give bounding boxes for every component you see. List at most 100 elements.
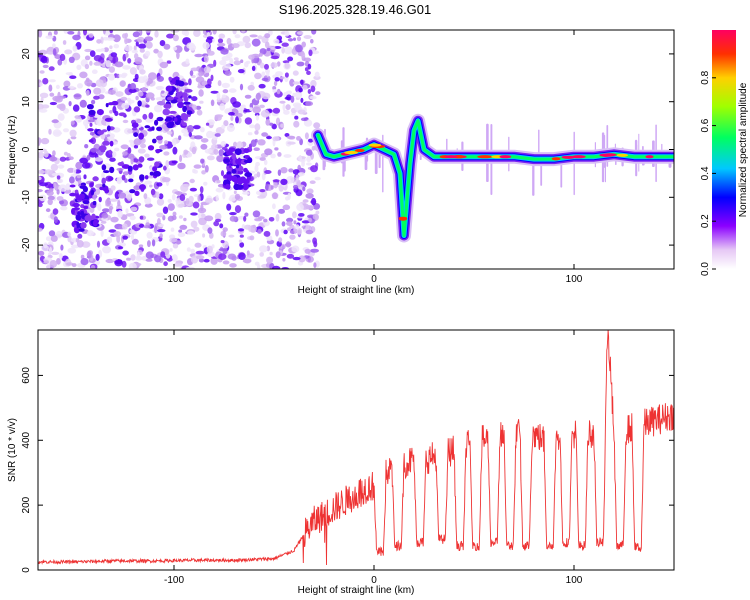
noise-blob (38, 250, 45, 256)
noise-blob (38, 202, 43, 208)
noise-cluster-blob (156, 116, 164, 122)
noise-blob (100, 229, 104, 237)
noise-blob (183, 183, 190, 187)
noise-blob (175, 240, 182, 245)
noise-blob (303, 35, 312, 39)
noise-blob (226, 124, 235, 132)
noise-blob (239, 83, 244, 91)
noise-blob (204, 148, 213, 154)
noise-blob (112, 34, 121, 43)
noise-blob (133, 185, 141, 191)
noise-blob (84, 79, 93, 87)
noise-cluster-blob (237, 184, 244, 190)
noise-blob (210, 74, 214, 82)
noise-blob (284, 30, 290, 37)
noise-blob (105, 120, 111, 127)
y-tick-label: 0 (21, 146, 32, 152)
noise-blob (134, 73, 139, 80)
noise-blob (62, 128, 70, 133)
noise-blob (274, 77, 280, 82)
noise-blob (157, 50, 163, 59)
noise-cluster-blob (225, 183, 231, 190)
noise-blob (250, 139, 257, 147)
noise-blob (244, 94, 252, 99)
noise-blob (108, 207, 113, 214)
noise-blob (139, 69, 146, 75)
noise-cluster-blob (230, 175, 238, 182)
noise-cluster-blob (92, 219, 98, 227)
noise-blob (38, 151, 45, 159)
noise-blob (229, 215, 237, 222)
noise-blob (57, 59, 63, 66)
noise-blob (48, 230, 56, 237)
noise-blob (172, 243, 179, 249)
noise-blob (293, 37, 296, 41)
noise-blob (83, 174, 87, 180)
noise-blob (198, 89, 204, 97)
noise-cluster-blob (105, 103, 109, 108)
noise-blob (303, 57, 311, 62)
noise-blob (292, 81, 301, 85)
y-tick-label: 0 (21, 567, 32, 573)
noise-blob (142, 113, 148, 120)
noise-blob (272, 107, 281, 114)
noise-blob (243, 215, 247, 222)
noise-blob (56, 258, 61, 265)
noise-blob (145, 251, 154, 259)
noise-blob (212, 30, 217, 35)
noise-blob (147, 175, 155, 179)
noise-blob (229, 76, 235, 83)
noise-blob (248, 224, 252, 232)
noise-blob (179, 154, 183, 162)
noise-blob (304, 132, 309, 140)
noise-cluster-blob (156, 126, 163, 132)
noise-blob (229, 263, 237, 268)
noise-blob (222, 248, 228, 255)
noise-blob (252, 106, 261, 114)
noise-blob (239, 234, 244, 238)
noise-blob (131, 49, 138, 54)
noise-cluster-blob (102, 140, 110, 146)
noise-cluster-blob (104, 117, 113, 122)
noise-blob (67, 167, 75, 173)
noise-blob (162, 206, 169, 214)
noise-blob (204, 165, 209, 173)
noise-cluster-blob (153, 170, 162, 177)
noise-blob (72, 34, 81, 41)
noise-blob (93, 61, 102, 66)
noise-blob (281, 42, 289, 47)
noise-cluster-blob (73, 207, 80, 211)
spectrogram-y-ticks: -20 -10 0 10 20 (21, 48, 674, 252)
noise-blob (84, 48, 92, 53)
spectrogram-y-axis-label: Frequency (Hz) (7, 116, 18, 185)
snr-x-ticks: -100 0 100 (164, 330, 583, 586)
noise-cluster-blob (86, 104, 94, 110)
noise-blob (125, 52, 129, 58)
noise-blob (108, 73, 115, 81)
noise-cluster-blob (121, 174, 126, 181)
noise-blob (281, 47, 285, 54)
noise-cluster-blob (182, 105, 188, 113)
noise-blob (193, 125, 201, 130)
noise-blob (38, 30, 43, 38)
noise-cluster-blob (243, 148, 250, 154)
noise-blob (214, 114, 224, 118)
noise-blob (286, 253, 295, 259)
noise-blob (233, 57, 239, 61)
noise-cluster-blob (69, 184, 76, 188)
signal-trace-band (316, 119, 674, 237)
noise-cluster-blob (92, 176, 99, 182)
noise-blob (315, 91, 321, 96)
signal-hotspot (645, 155, 654, 159)
noise-blob (161, 90, 165, 94)
noise-blob (257, 216, 265, 220)
noise-blob (170, 227, 175, 232)
noise-blob (124, 45, 133, 52)
noise-blob (295, 224, 300, 230)
noise-blob (205, 122, 210, 126)
noise-blob (42, 77, 49, 85)
signal-hotspot (444, 155, 458, 159)
noise-blob (255, 161, 260, 167)
noise-blob (81, 241, 91, 248)
noise-cluster-blob (106, 125, 111, 132)
